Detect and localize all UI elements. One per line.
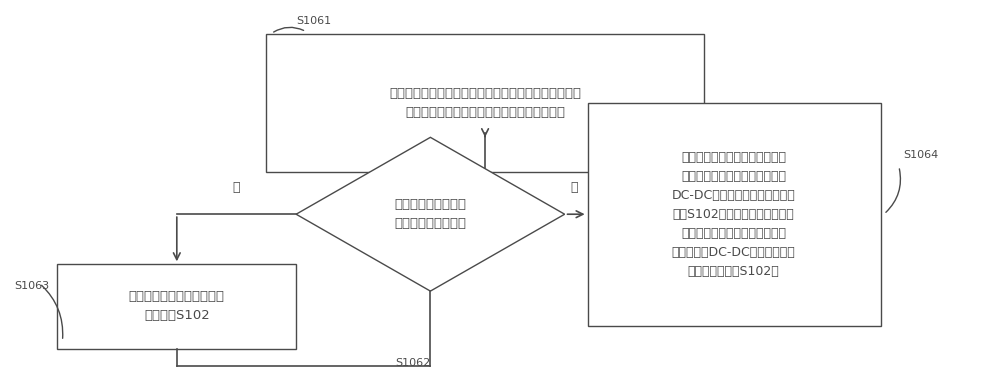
FancyBboxPatch shape (588, 103, 881, 326)
Text: 该新的放大器增益值
是否落入增益值范围: 该新的放大器增益值 是否落入增益值范围 (394, 198, 466, 230)
Text: S1062: S1062 (396, 358, 431, 368)
Text: S1064: S1064 (904, 151, 939, 160)
Text: 调整增益可调整放大器的增
益，进入S102: 调整增益可调整放大器的增 益，进入S102 (129, 291, 225, 323)
FancyBboxPatch shape (57, 264, 296, 349)
Text: 微处理器利用经增益调整的输出信号、目标信号幅值、
当前放大器增益值计算得到新的放大器增益值: 微处理器利用经增益调整的输出信号、目标信号幅值、 当前放大器增益值计算得到新的放… (389, 87, 581, 119)
FancyBboxPatch shape (266, 34, 704, 172)
Text: S1061: S1061 (296, 16, 331, 26)
Text: 是: 是 (233, 181, 240, 194)
Text: 否: 否 (571, 181, 578, 194)
Text: 若新的放大增益值超出增益值的
上限，则微处理器控制电压可调
DC-DC将激发电压提高一档后，
进入S102；若新的放大增益值低
于增益值的下限，则微处理器控
制: 若新的放大增益值超出增益值的 上限，则微处理器控制电压可调 DC-DC将激发电压… (672, 151, 796, 278)
Polygon shape (296, 137, 565, 291)
Text: S1063: S1063 (15, 281, 50, 291)
